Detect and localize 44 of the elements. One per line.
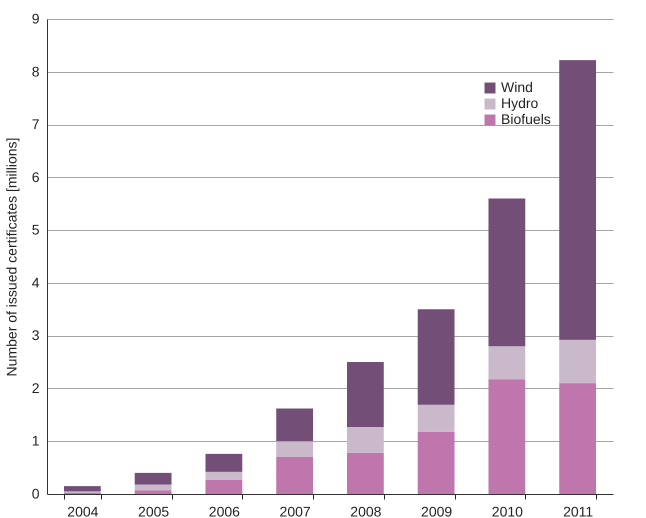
bar bbox=[559, 383, 596, 494]
bar bbox=[276, 408, 314, 442]
y-tick-label: 3 bbox=[32, 327, 40, 344]
bar bbox=[418, 404, 455, 432]
bar bbox=[488, 379, 526, 494]
bar bbox=[134, 472, 172, 484]
bar bbox=[205, 472, 242, 480]
y-tick-label: 7 bbox=[32, 116, 40, 132]
bar bbox=[346, 362, 384, 427]
x-tick-label: 2008 bbox=[350, 504, 382, 518]
x-tick-label: 2010 bbox=[492, 504, 524, 518]
bar bbox=[276, 441, 314, 458]
y-tick-label: 6 bbox=[32, 168, 40, 185]
legend-label: Wind bbox=[501, 79, 533, 95]
bar bbox=[134, 484, 172, 490]
x-tick-label: 2005 bbox=[138, 504, 170, 518]
bar bbox=[205, 480, 242, 494]
bar bbox=[488, 198, 526, 346]
bar bbox=[346, 452, 384, 494]
bar bbox=[488, 346, 526, 380]
y-tick-label: 2 bbox=[32, 380, 40, 396]
bar bbox=[418, 309, 455, 405]
bar bbox=[276, 457, 314, 494]
y-tick-label: 9 bbox=[32, 10, 40, 26]
x-tick-label: 2007 bbox=[280, 504, 311, 518]
bar bbox=[346, 426, 384, 453]
bar bbox=[205, 454, 242, 472]
bar bbox=[64, 486, 101, 492]
x-tick-label: 2009 bbox=[421, 504, 452, 518]
x-tick-label: 2011 bbox=[563, 504, 594, 518]
bar bbox=[134, 490, 172, 494]
x-tick-label: 2006 bbox=[208, 504, 240, 518]
y-tick-label: 1 bbox=[32, 432, 40, 449]
bar bbox=[559, 60, 596, 340]
bar bbox=[559, 340, 596, 384]
y-tick-label: 8 bbox=[32, 63, 40, 80]
bar bbox=[418, 432, 455, 494]
legend-label: Biofuels bbox=[501, 111, 551, 127]
y-tick-label: 5 bbox=[32, 222, 40, 238]
y-tick-label: 0 bbox=[32, 486, 40, 502]
y-axis-title: Number of issued certificates [millions] bbox=[4, 138, 20, 376]
legend-label: Hydro bbox=[501, 95, 539, 111]
x-tick-label: 2004 bbox=[67, 504, 99, 518]
y-tick-label: 4 bbox=[32, 274, 40, 290]
